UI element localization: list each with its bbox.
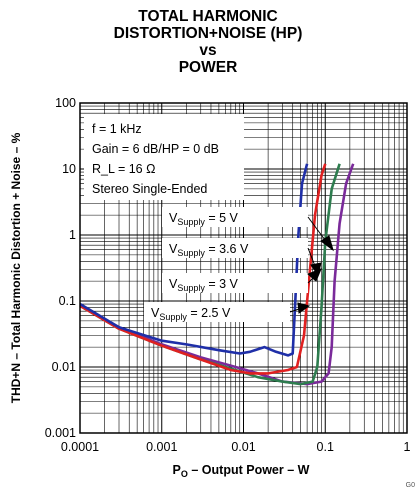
y-tick-label: 10 (62, 162, 76, 176)
condition-frequency: f = 1 kHz (92, 122, 142, 136)
x-tick-label: 1 (404, 440, 411, 454)
label-box-5v (162, 207, 308, 227)
arrow-line-2-5v (289, 308, 300, 313)
series-line-0 (79, 163, 355, 386)
series-label-3v: VSupply = 3 V (169, 277, 239, 293)
condition-mode: Stereo Single-Ended (92, 182, 207, 196)
series-line-2 (79, 163, 327, 375)
y-tick-label: 1 (69, 228, 76, 242)
series-label-2-5v: VSupply = 2.5 V (151, 306, 231, 322)
label-box-2-5v (144, 302, 290, 322)
chart-title-line-4: POWER (178, 59, 238, 76)
y-tick-label: 100 (55, 96, 76, 110)
arrow-head-5v (320, 235, 334, 252)
x-tick-labels: 0.0001 0.001 0.01 0.1 1 (61, 440, 411, 454)
x-axis-label: PO – Output Power – W (173, 463, 310, 479)
x-tick-label: 0.01 (231, 440, 255, 454)
x-tick-label: 0.1 (317, 440, 334, 454)
condition-load: R_L = 16 Ω (92, 162, 155, 176)
y-tick-label: 0.1 (59, 294, 76, 308)
y-tick-labels: 100 10 1 0.1 0.01 0.001 (45, 96, 76, 440)
arrow-head-2-5v (297, 302, 311, 314)
arrow-head-3v (307, 268, 322, 282)
x-tick-label: 0.001 (146, 440, 177, 454)
label-box-3-6v (162, 238, 308, 258)
chart-title-line-2: DISTORTION+NOISE (HP) (113, 25, 303, 42)
y-tick-label: 0.01 (52, 360, 76, 374)
y-axis-label: THD+N – Total Harmonic Distortion + Nois… (9, 132, 23, 403)
series-label-3-6v: VSupply = 3.6 V (169, 242, 249, 258)
label-box-3v (162, 273, 308, 293)
series-label-5v: VSupply = 5 V (169, 211, 239, 227)
chart-title-line-3: vs (199, 42, 217, 59)
figure-code: G0 (406, 482, 415, 489)
arrow-line-3-6v (307, 247, 316, 267)
series-leader-arrows (289, 216, 334, 314)
y-tick-label: 0.001 (45, 426, 76, 440)
plot-frame (79, 102, 408, 434)
condition-gain: Gain = 6 dB/HP = 0 dB (92, 142, 219, 156)
chart-title-line-1: TOTAL HARMONIC (138, 8, 278, 25)
conditions-box (84, 114, 244, 200)
arrow-line-3v (307, 277, 314, 284)
x-tick-label: 0.0001 (61, 440, 99, 454)
